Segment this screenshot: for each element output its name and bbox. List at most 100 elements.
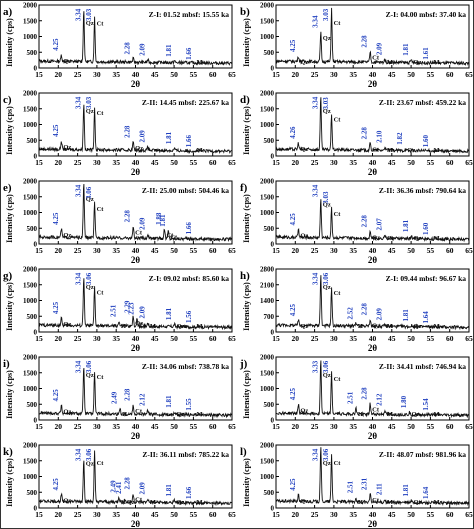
panel-title: Z-II: 48.07 mbsf: 981.96 ka <box>379 450 466 459</box>
peak-d-spacing-label: 2.31 <box>361 477 369 490</box>
panel-letter: a) <box>3 6 13 18</box>
y-axis-label: Intensity (cps) <box>5 370 14 419</box>
peak-d-spacing-label: 3.03 <box>322 97 330 110</box>
peak-d-spacing-label: 3.06 <box>85 360 93 373</box>
peak-mineral-label: Ct <box>97 460 105 467</box>
peak-mineral-label: Qz <box>86 461 94 468</box>
y-tick-label: 2000 <box>23 90 38 98</box>
peak-d-spacing-label: 1.64 <box>422 486 430 499</box>
panel-title: Z-II: 34.41 mbsf: 746.94 ka <box>379 362 466 371</box>
y-tick-label: 1500 <box>23 457 38 465</box>
peak-mineral-label: Qz <box>300 407 308 414</box>
peak-mineral-label: Qz <box>300 59 308 66</box>
peak-d-spacing-label: 3.34 <box>74 272 82 285</box>
x-tick-label: 45 <box>388 158 396 167</box>
x-tick-label: 55 <box>427 510 435 519</box>
peak-mineral-label: M <box>434 59 440 66</box>
peak-mineral-label: Qz <box>63 232 71 239</box>
x-tick-label: 20 <box>55 422 63 431</box>
peak-mineral-label: M <box>387 499 393 506</box>
x-tick-label: 55 <box>427 334 435 343</box>
y-axis-label: Intensity (cps) <box>5 282 14 331</box>
y-tick-label: 2000 <box>23 2 38 10</box>
y-axis-label: Intensity (cps) <box>5 106 14 155</box>
peak-mineral-label: M <box>434 499 440 506</box>
x-tick-label: 45 <box>151 158 159 167</box>
x-tick-label: 15 <box>272 422 280 431</box>
peak-d-spacing-label: 2.41 <box>115 481 123 494</box>
peak-d-spacing-label: 1.81 <box>165 44 173 57</box>
x-tick-label: 30 <box>93 422 101 431</box>
x-tick-label: 50 <box>170 510 178 519</box>
peak-d-spacing-label: 4.25 <box>52 124 60 137</box>
y-tick-label: 500 <box>27 401 38 409</box>
xrd-panel-g: g)Intensity (cps) 0 500 1000 1500 2000 15 20 25 3… <box>3 266 236 354</box>
peak-mineral-label: Qz <box>323 372 331 379</box>
y-tick-label: 1000 <box>23 209 38 217</box>
peak-mineral-label: Qz <box>323 35 331 42</box>
peak-d-spacing-label: 1.66 <box>185 486 193 499</box>
y-tick-label: 2000 <box>260 178 275 186</box>
x-tick-label: 40 <box>132 422 140 431</box>
peak-d-spacing-label: 2.09 <box>375 42 383 55</box>
peak-mineral-label: Qz <box>323 460 331 467</box>
peak-d-spacing-label: 1.60 <box>422 222 430 235</box>
peak-mineral-label: Ct <box>135 408 143 415</box>
peak-mineral-label: Qz <box>372 322 380 329</box>
peak-d-spacing-label: 2.09 <box>375 308 383 321</box>
x-tick-label: 15 <box>272 246 280 255</box>
y-tick-label: 0 <box>271 505 275 513</box>
peak-d-spacing-label: 3.06 <box>85 186 93 199</box>
peak-mineral-label: Ct <box>334 211 342 218</box>
peak-d-spacing-label: 2.12 <box>375 393 383 406</box>
peak-mineral-label: M <box>197 59 203 66</box>
x-tick-label: 40 <box>132 246 140 255</box>
y-tick-label: 0 <box>271 329 275 337</box>
x-tick-label: 60 <box>209 70 217 79</box>
peak-d-spacing-label: 2.49 <box>111 391 119 404</box>
x-tick-label: 45 <box>388 422 396 431</box>
x-tick-label: 45 <box>388 246 396 255</box>
x-tick-label: 35 <box>112 158 120 167</box>
peak-d-spacing-label: 1.81 <box>402 484 410 497</box>
x-tick-label: 20 <box>55 510 63 519</box>
y-tick-label: 0 <box>271 65 275 73</box>
peak-mineral-label: M <box>197 499 203 506</box>
peak-mineral-label: Qz <box>413 59 421 66</box>
x-tick-label: 45 <box>151 70 159 79</box>
peak-mineral-label: M <box>434 147 440 154</box>
x-axis-label: 2θ <box>131 431 141 441</box>
xrd-trace <box>38 278 233 331</box>
x-tick-label: 15 <box>35 422 43 431</box>
peak-mineral-label: Qz <box>135 320 143 327</box>
peak-d-spacing-label: 1.81 <box>165 307 173 320</box>
peak-d-spacing-label: 2.28 <box>361 127 369 140</box>
peak-mineral-label: H <box>358 323 363 330</box>
x-tick-label: 25 <box>311 158 319 167</box>
peak-d-spacing-label: 2.51 <box>109 304 117 317</box>
x-tick-label: 25 <box>74 422 82 431</box>
x-tick-label: 50 <box>170 422 178 431</box>
peak-mineral-label: M <box>387 411 393 418</box>
x-tick-label: 30 <box>330 70 338 79</box>
peak-d-spacing-label: 4.25 <box>52 301 60 314</box>
y-tick-label: 1500 <box>260 457 275 465</box>
y-tick-label: 500 <box>27 49 38 57</box>
peak-mineral-label: Qz <box>323 201 331 208</box>
y-tick-label: 2000 <box>23 354 38 362</box>
peak-d-spacing-label: 2.28 <box>361 387 369 400</box>
x-tick-label: 65 <box>228 158 236 167</box>
peak-d-spacing-label: 4.25 <box>289 304 297 317</box>
y-tick-label: 2000 <box>260 354 275 362</box>
peak-mineral-label: Ct <box>170 234 178 241</box>
peak-mineral-label: Ct <box>334 290 342 297</box>
x-tick-label: 65 <box>228 246 236 255</box>
y-tick-label: 1000 <box>23 121 38 129</box>
x-tick-label: 65 <box>465 246 473 255</box>
peak-d-spacing-label: 2.09 <box>138 306 146 319</box>
peak-d-spacing-label: 2.09 <box>138 217 146 230</box>
y-tick-label: 0 <box>271 241 275 249</box>
y-tick-label: 0 <box>34 505 38 513</box>
x-axis-label: 2θ <box>131 167 141 177</box>
peak-d-spacing-label: 2.28 <box>361 215 369 228</box>
